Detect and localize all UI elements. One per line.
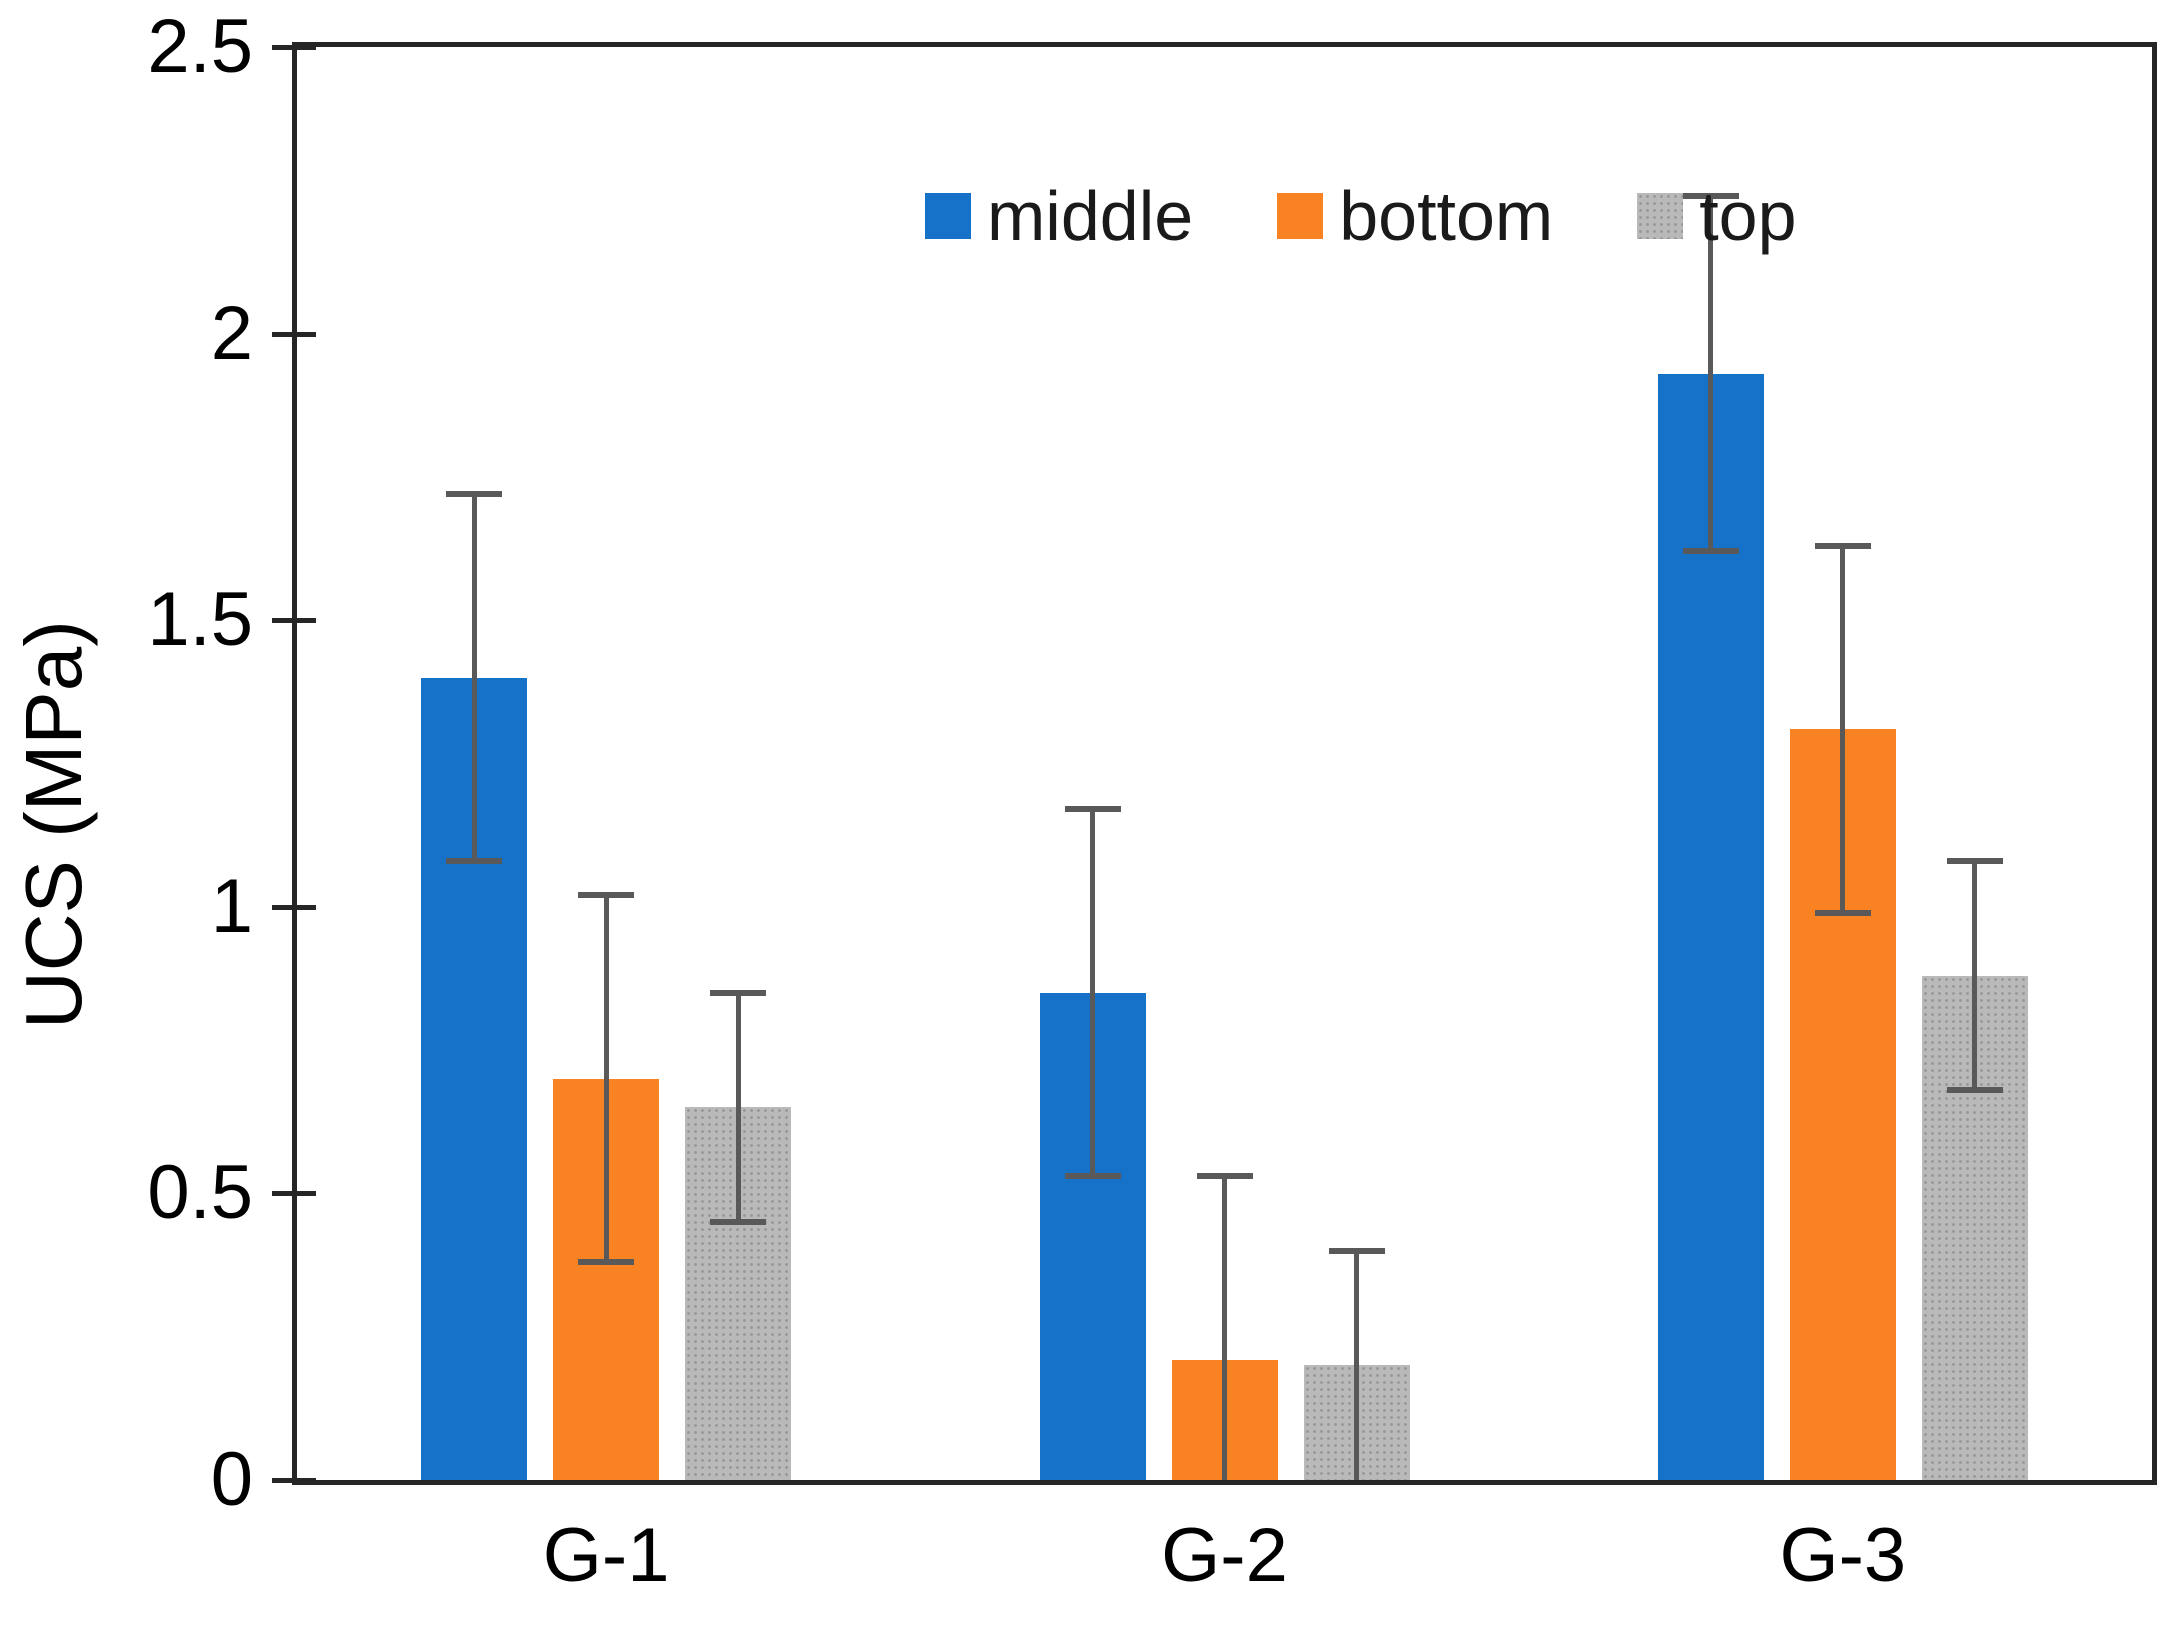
error-bar-cap-top	[1814, 542, 1871, 549]
y-tick	[272, 1191, 316, 1197]
error-bar-line	[1222, 1176, 1227, 1480]
error-bar-cap-bottom	[710, 1219, 767, 1226]
y-tick	[272, 904, 316, 910]
y-tick-label: 2	[210, 290, 253, 376]
error-bar-line	[1354, 1250, 1359, 1480]
legend-label-top: top	[1699, 177, 1797, 255]
error-bar-cap-bottom	[1946, 1087, 2003, 1094]
error-bar-cap-bottom	[1682, 548, 1739, 555]
y-tick	[272, 1478, 316, 1483]
y-tick-label: 0.5	[147, 1150, 253, 1236]
legend-label-middle: middle	[987, 177, 1194, 255]
error-bar-cap-top	[578, 892, 635, 899]
error-bar-cap-bottom	[1064, 1173, 1121, 1180]
error-bar-line	[1972, 860, 1978, 1091]
y-tick-label: 1.5	[147, 577, 253, 663]
error-bar-cap-top	[1064, 806, 1121, 813]
y-tick-label: 0	[210, 1437, 253, 1522]
legend: middle bottom top	[925, 171, 1797, 261]
error-bar-cap-top	[1196, 1173, 1253, 1180]
error-bar-cap-top	[1328, 1247, 1385, 1254]
x-category-label: G-2	[1161, 1513, 1288, 1598]
legend-label-bottom: bottom	[1339, 177, 1554, 255]
error-bar-cap-top	[1682, 193, 1739, 200]
error-bar-line	[1708, 196, 1714, 552]
error-bar-cap-bottom	[578, 1259, 635, 1266]
y-tick	[272, 331, 316, 337]
error-bar-line	[1840, 545, 1846, 913]
plot-area: middle bottom top	[292, 42, 2157, 1485]
error-bar-line	[471, 494, 477, 861]
error-bar-line	[603, 895, 609, 1263]
y-tick	[272, 45, 316, 50]
bar-middle-G-3	[1657, 373, 1764, 1480]
x-category-label: G-1	[542, 1513, 670, 1598]
error-bar-cap-top	[710, 989, 767, 996]
error-bar-cap-bottom	[1814, 909, 1871, 916]
error-bar-cap-top	[1946, 857, 2003, 864]
error-bar-line	[1090, 809, 1095, 1177]
error-bar-cap-bottom	[446, 857, 503, 864]
x-category-label: G-3	[1779, 1513, 1907, 1598]
legend-swatch-middle	[925, 193, 971, 239]
error-bar-cap-top	[446, 491, 503, 498]
legend-swatch-top	[1637, 193, 1684, 239]
legend-item-top: top	[1637, 171, 1797, 261]
error-bar-line	[735, 992, 741, 1223]
legend-item-bottom: bottom	[1277, 171, 1553, 261]
y-tick	[272, 618, 316, 624]
legend-item-middle: middle	[925, 171, 1193, 261]
y-tick-label: 2.5	[147, 4, 253, 89]
legend-swatch-bottom	[1277, 193, 1324, 239]
bars-layer	[297, 47, 2152, 1480]
y-tick-label: 1	[210, 863, 253, 949]
